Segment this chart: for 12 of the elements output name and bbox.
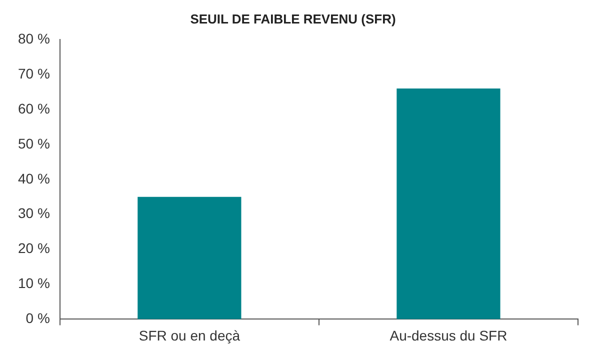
- y-tick-label: 30 %: [18, 205, 50, 222]
- y-tick-label: 60 %: [18, 100, 50, 116]
- y-tick-label: 80 %: [18, 30, 50, 46]
- y-tick-label: 20 %: [18, 240, 50, 256]
- y-tick-label: 70 %: [18, 65, 50, 82]
- y-tick-label: 10 %: [18, 275, 50, 292]
- chart-title: SEUIL DE FAIBLE REVENU (SFR): [190, 11, 396, 26]
- x-tick-label: Au-dessus du SFR: [390, 327, 508, 344]
- x-tick-label: SFR ou en deçà: [138, 327, 240, 344]
- y-tick-label: 0 %: [26, 310, 50, 326]
- y-tick-label: 50 %: [18, 135, 50, 152]
- y-tick-label: 40 %: [18, 170, 50, 186]
